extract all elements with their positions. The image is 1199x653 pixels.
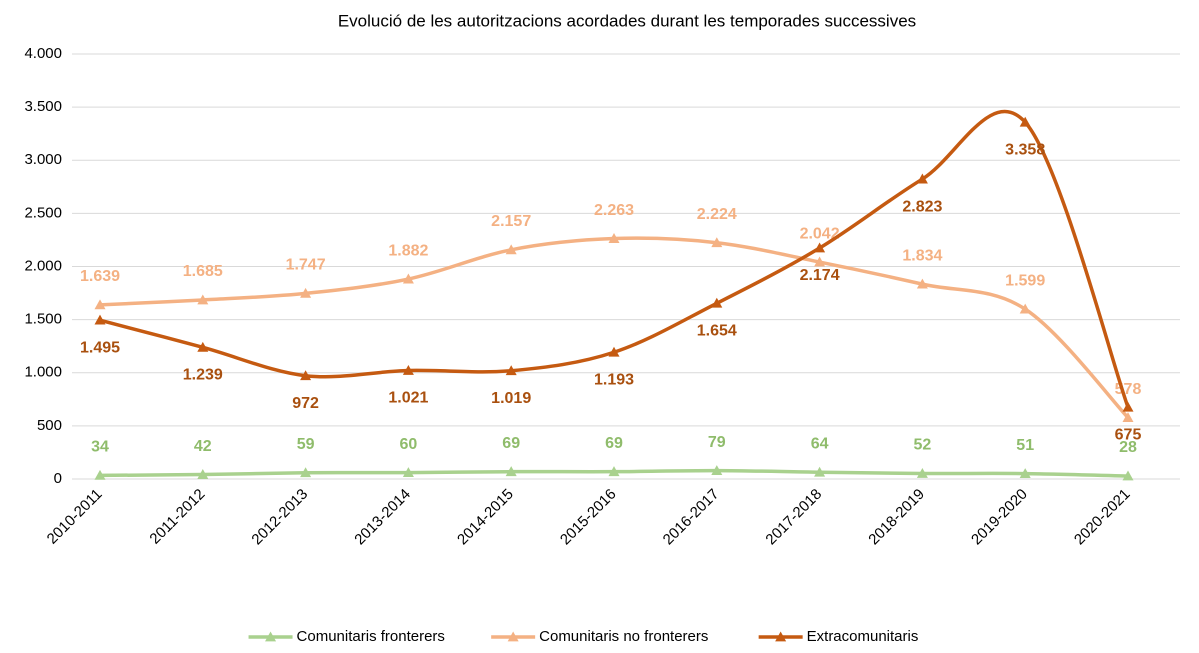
data-label: 51 [1016,437,1034,454]
x-tick-label: 2015-2016 [557,486,620,549]
marker [916,278,928,289]
marker [505,466,517,477]
legend-label: Comunitaris fronterers [297,628,445,645]
data-label: 1.747 [286,257,326,274]
data-label: 69 [605,435,623,452]
data-label: 79 [708,434,726,451]
data-label: 2.823 [902,198,942,215]
series-line [99,236,1130,419]
marker [711,297,723,308]
data-label: 64 [811,435,829,452]
marker [94,469,106,480]
data-label: 60 [400,436,418,453]
data-label: 1.239 [183,367,223,384]
y-tick-label: 500 [37,417,62,434]
data-label: 1.639 [80,268,120,285]
x-tick-label: 2018-2019 [865,486,928,549]
marker [814,256,826,267]
marker [608,466,620,477]
data-label: 52 [914,437,932,454]
data-label: 1.495 [80,339,120,356]
marker [814,242,826,253]
marker [197,294,209,305]
marker [402,365,414,375]
marker [402,467,414,478]
y-tick-label: 3.000 [24,151,62,168]
data-label: 1.193 [594,371,634,388]
x-tick-label: 2016-2017 [660,486,723,549]
data-label: 1.021 [388,390,428,407]
data-label: 3.358 [1005,141,1045,158]
x-tick-label: 2010-2011 [44,486,106,548]
marker [608,346,620,357]
data-label: 675 [1115,427,1142,444]
y-tick-label: 2.500 [24,204,62,221]
marker [1019,468,1031,478]
data-label: 1.019 [491,390,531,407]
marker [711,237,723,248]
series-line [99,109,1130,408]
data-label: 2.157 [491,213,531,230]
data-label: 1.685 [183,263,223,280]
data-label: 1.654 [697,322,737,339]
marker [94,299,106,310]
marker [94,314,106,325]
y-tick-label: 3.500 [24,98,62,115]
x-tick-label: 2012-2013 [248,486,311,549]
x-tick-label: 2020-2021 [1071,486,1134,549]
data-label: 2.042 [800,225,840,242]
marker [402,273,414,284]
y-tick-label: 1.000 [24,364,62,381]
data-label: 1.599 [1005,272,1045,289]
marker [711,465,723,476]
marker [300,287,312,298]
marker [1122,412,1134,422]
data-label: 1.882 [388,242,428,259]
y-tick-label: 1.500 [24,311,62,328]
marker [814,466,826,477]
y-tick-label: 0 [54,470,62,487]
y-tick-label: 4.000 [24,45,62,62]
marker [197,341,209,352]
data-label: 2.263 [594,202,634,219]
data-label: 34 [91,439,109,456]
chart-title: Evolució de les autoritzacions acordades… [338,11,916,30]
x-tick-label: 2014-2015 [454,486,517,549]
data-label: 42 [194,438,212,455]
legend-marker [507,631,519,642]
data-label: 2.174 [800,267,840,284]
data-label: 2.224 [697,206,737,223]
marker [916,467,928,478]
marker [300,467,312,478]
marker [1019,116,1031,127]
marker [197,469,209,479]
x-tick-label: 2011-2012 [146,486,208,548]
legend-marker [265,631,277,642]
marker [300,370,312,381]
legend-label: Comunitaris no fronterers [539,628,708,645]
marker [505,244,517,255]
legend-label: Extracomunitaris [807,628,919,645]
data-label: 28 [1119,439,1137,456]
marker [1122,401,1134,412]
legend-marker [775,631,787,642]
marker [608,233,620,243]
marker [916,173,928,184]
marker [1122,470,1134,481]
data-label: 1.834 [902,247,942,264]
data-label: 69 [502,435,520,452]
data-label: 59 [297,436,315,453]
x-tick-label: 2019-2020 [968,486,1031,549]
marker [1019,303,1031,314]
x-tick-label: 2013-2014 [351,486,414,549]
x-tick-label: 2017-2018 [762,486,825,549]
data-label: 972 [292,395,319,412]
y-tick-label: 2.000 [24,257,62,274]
marker [505,365,517,376]
